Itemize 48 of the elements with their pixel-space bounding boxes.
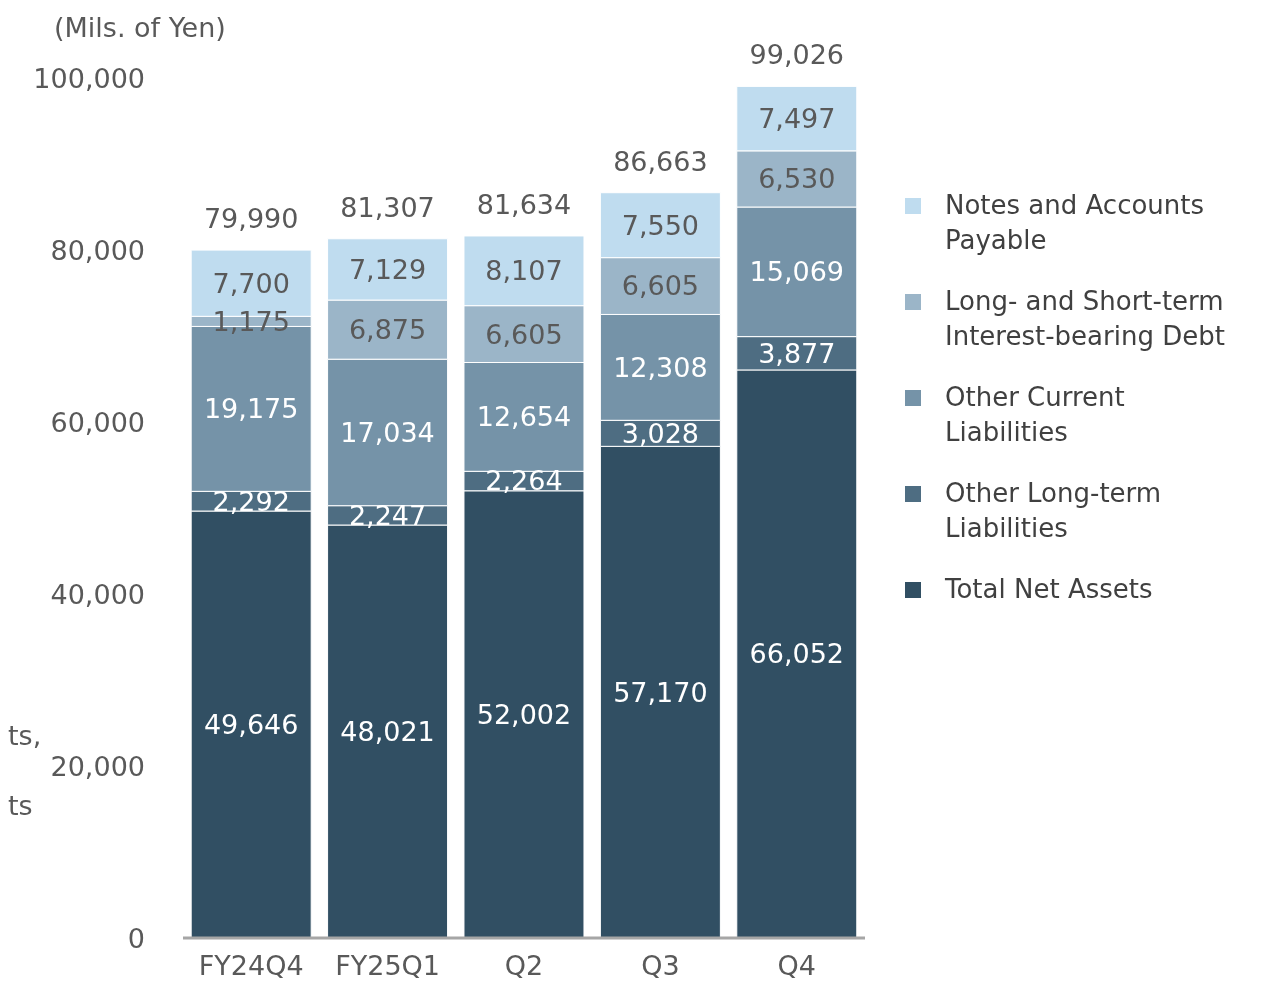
total-label: 79,990 xyxy=(203,203,299,235)
data-label: 6,605 xyxy=(621,270,700,302)
data-label: 6,605 xyxy=(485,318,563,350)
data-label: 2,292 xyxy=(212,485,290,517)
data-label: 12,654 xyxy=(476,401,572,433)
total-label: 81,634 xyxy=(476,188,572,220)
text: ts, xyxy=(8,720,42,751)
data-label: 8,107 xyxy=(485,255,563,287)
y-tick-label: 40,000 xyxy=(50,578,145,610)
y-tick-label: 20,000 xyxy=(50,750,145,782)
x-tick-label: Q3 xyxy=(641,950,680,982)
y-tick-label: 100,000 xyxy=(33,62,145,94)
y-tick-label: 0 xyxy=(127,922,145,954)
data-label: 12,308 xyxy=(613,351,708,383)
data-label: 15,069 xyxy=(749,256,845,288)
x-tick-label: Q2 xyxy=(504,950,544,982)
x-tick-label: Q4 xyxy=(777,950,817,982)
data-label: 19,175 xyxy=(203,393,299,425)
data-label: 57,170 xyxy=(613,676,708,708)
data-label: 49,646 xyxy=(203,708,299,740)
data-label: 3,877 xyxy=(758,337,836,369)
y-tick-label: 60,000 xyxy=(50,406,145,438)
x-tick-label: FY25Q1 xyxy=(335,950,441,982)
legend-label: Other Long-term Liabilities xyxy=(945,477,1163,545)
data-label: 17,034 xyxy=(340,416,435,448)
data-label: 6,530 xyxy=(758,163,836,195)
data-label: 6,875 xyxy=(348,314,427,346)
data-label: 7,129 xyxy=(348,253,427,285)
legend-label: Other Current Liabilities xyxy=(945,381,1126,449)
x-tick-label: FY24Q4 xyxy=(198,950,304,982)
total-label: 81,307 xyxy=(340,191,435,223)
y-axis-title: (Mils. of Yen) xyxy=(54,12,226,43)
data-label: 2,247 xyxy=(348,499,427,531)
data-label: 2,264 xyxy=(485,465,563,497)
data-label: 52,002 xyxy=(476,698,572,730)
data-label: 7,700 xyxy=(212,267,290,299)
y-tick-label: 80,000 xyxy=(50,234,145,266)
data-label: 7,550 xyxy=(621,209,700,241)
total-label: 99,026 xyxy=(749,39,845,71)
data-label: 7,497 xyxy=(758,103,836,135)
data-label: 3,028 xyxy=(621,417,700,449)
legend-label: Notes and Accounts Payable xyxy=(945,189,1206,257)
data-label: 66,052 xyxy=(749,638,845,670)
text: Total Net Assets xyxy=(945,573,1153,606)
legend-label: Long- and Short-term Interest-bearing Debt xyxy=(945,285,1226,353)
text: ts xyxy=(8,790,33,821)
total-label: 86,663 xyxy=(613,145,708,177)
data-label: 48,021 xyxy=(340,715,435,747)
